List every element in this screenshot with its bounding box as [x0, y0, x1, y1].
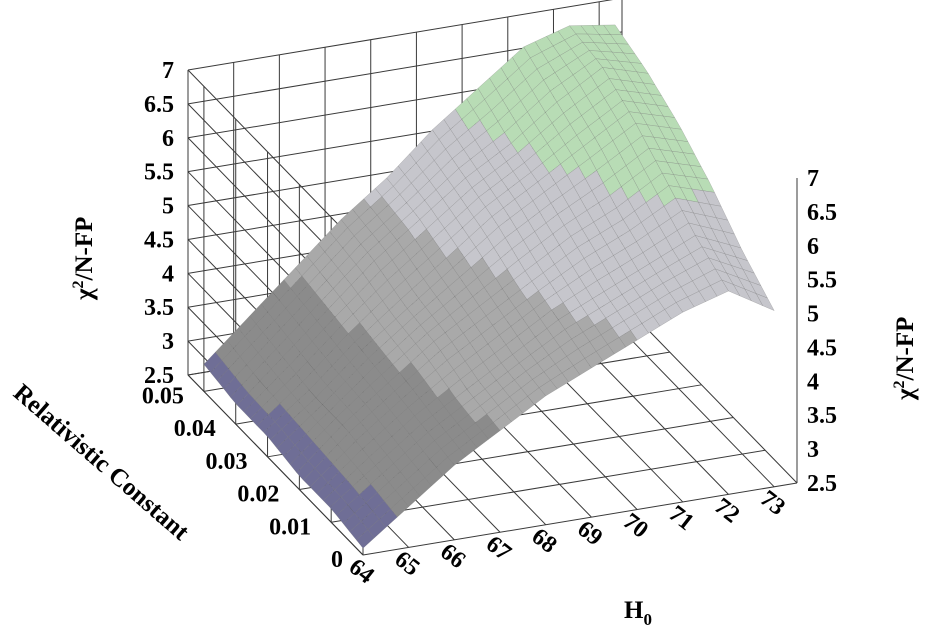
floor-gridline [621, 302, 798, 484]
floor-gridline [362, 482, 798, 556]
z-tick-label-left: 6 [162, 126, 174, 152]
x-tick-label: 72 [709, 493, 744, 528]
x-axis-title: H0 [624, 597, 652, 629]
z-tick-label-left: 5.5 [144, 160, 174, 186]
left-wall-gridline [187, 69, 364, 251]
x-tick-label: 65 [390, 546, 425, 581]
x-tick-label: 67 [481, 531, 516, 566]
z-tick-label-left: 4 [162, 261, 174, 287]
x-tick-label: 70 [618, 508, 653, 543]
x-tick-label: 68 [527, 524, 562, 559]
y-tick-label: 0.05 [142, 383, 184, 409]
z-tick-label-right: 4.5 [807, 335, 837, 361]
z-tick-label-left: 3.5 [144, 295, 174, 321]
y-tick-label: 0 [331, 547, 343, 573]
x-tick-label: 73 [755, 486, 790, 521]
z-tick-label-right: 7 [807, 166, 819, 192]
z-tick-label-right: 6.5 [807, 200, 837, 226]
z-tick-label-right: 2.5 [807, 471, 837, 497]
z-tick-label-left: 6.5 [144, 92, 174, 118]
surface-plot [203, 24, 775, 549]
z-tick-label-right: 5 [807, 302, 819, 328]
z-axis-title-left: χ2/N-FP [70, 217, 98, 301]
y-tick-label: 0.04 [174, 416, 216, 442]
x-tick-label: 71 [664, 501, 699, 536]
z-tick-label-right: 4 [807, 369, 819, 395]
z-tick-label-right: 5.5 [807, 268, 837, 294]
z-axis-title-right: χ2/N-FP [891, 317, 919, 401]
y-tick-label: 0.01 [269, 514, 311, 540]
z-tick-label-left: 3 [162, 329, 174, 355]
x-tick-label: 64 [344, 554, 379, 589]
z-tick-label-right: 6 [807, 234, 819, 260]
x-tick-label: 66 [435, 539, 470, 574]
floor-gridline [187, 374, 364, 556]
y-tick-label: 0.02 [237, 482, 279, 508]
z-tick-label-right: 3 [807, 437, 819, 463]
z-tick-label-left: 2.5 [144, 363, 174, 389]
z-tick-label-right: 3.5 [807, 403, 837, 429]
z-tick-label-left: 5 [162, 194, 174, 220]
z-tick-label-left: 4.5 [144, 227, 174, 253]
surface-patch [356, 529, 375, 549]
x-tick-label: 69 [572, 516, 607, 551]
z-tick-label-left: 7 [162, 58, 174, 84]
y-tick-label: 0.03 [206, 449, 248, 475]
back-wall-gridline [187, 0, 613, 71]
